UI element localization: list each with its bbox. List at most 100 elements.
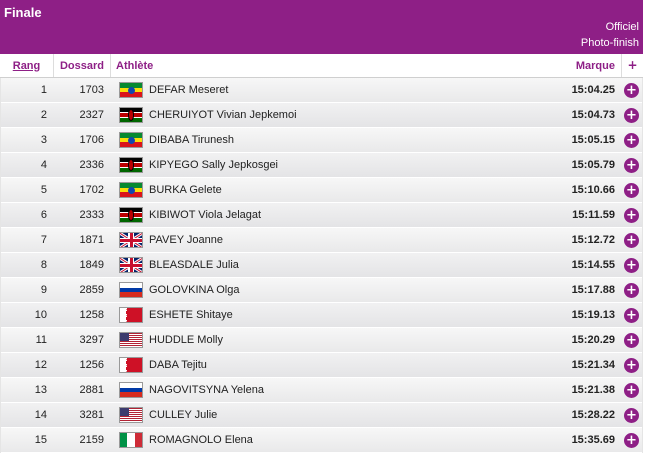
column-header-plus[interactable]: + xyxy=(622,54,643,77)
athlete-cell: CULLEY Julie xyxy=(112,403,531,427)
athlete-cell: DABA Tejitu xyxy=(112,353,531,377)
rank-cell: 8 xyxy=(40,259,47,271)
athlete-name[interactable]: ROMAGNOLO Elena xyxy=(149,434,253,446)
details-cell: + xyxy=(621,378,642,402)
table-row: 1 1703 DEFAR Meseret 15:04.25 + xyxy=(1,78,642,103)
expand-details-button[interactable]: + xyxy=(624,182,639,198)
table-row: 8 1849 BLEASDALE Julia 15:14.55 + xyxy=(1,253,642,278)
flag-icon xyxy=(119,282,143,298)
details-cell: + xyxy=(621,328,642,352)
athlete-name[interactable]: DEFAR Meseret xyxy=(149,84,229,96)
table-row: 2 2327 CHERUIYOT Vivian Jepkemoi 15:04.73 + xyxy=(1,103,642,128)
flag-icon xyxy=(119,82,143,98)
bib-cell: 2336 xyxy=(79,159,104,171)
details-cell: + xyxy=(621,178,642,202)
result-mark-cell: 15:04.73 xyxy=(571,109,615,121)
athlete-name[interactable]: HUDDLE Molly xyxy=(149,334,223,346)
expand-all-icon[interactable]: + xyxy=(627,58,638,72)
athlete-name[interactable]: BLEASDALE Julia xyxy=(149,259,239,271)
athlete-name[interactable]: KIPYEGO Sally Jepkosgei xyxy=(149,159,279,171)
result-mark-cell: 15:05.79 xyxy=(571,159,615,171)
result-mark-cell: 15:28.22 xyxy=(571,409,615,421)
details-cell: + xyxy=(621,203,642,227)
table-row: 7 1871 PAVEY Joanne 15:12.72 + xyxy=(1,228,642,253)
expand-details-button[interactable]: + xyxy=(624,432,639,448)
athlete-name[interactable]: KIBIWOT Viola Jelagat xyxy=(149,209,262,221)
expand-details-button[interactable]: + xyxy=(624,382,639,398)
expand-details-button[interactable]: + xyxy=(624,282,639,298)
athlete-cell: BLEASDALE Julia xyxy=(112,253,531,277)
athlete-name[interactable]: CHERUIYOT Vivian Jepkemoi xyxy=(149,109,297,121)
expand-details-button[interactable]: + xyxy=(624,157,639,173)
flag-icon xyxy=(119,357,143,373)
athlete-cell: KIPYEGO Sally Jepkosgei xyxy=(112,153,531,177)
flag-icon xyxy=(119,157,143,173)
bib-cell: 1849 xyxy=(79,259,104,271)
flag-icon xyxy=(119,407,143,423)
expand-details-button[interactable]: + xyxy=(624,307,639,323)
table-row: 15 2159 ROMAGNOLO Elena 15:35.69 + xyxy=(1,428,642,453)
result-mark-cell: 15:19.13 xyxy=(571,309,615,321)
expand-details-button[interactable]: + xyxy=(624,332,639,348)
athlete-name[interactable]: DABA Tejitu xyxy=(149,359,207,371)
result-mark-cell: 15:35.69 xyxy=(571,434,615,446)
result-mark-cell: 15:04.25 xyxy=(571,84,615,96)
bib-cell: 1258 xyxy=(79,309,104,321)
column-header-rang[interactable]: Rang xyxy=(0,54,54,77)
bib-cell: 2159 xyxy=(79,434,104,446)
details-cell: + xyxy=(621,153,642,177)
athlete-name[interactable]: GOLOVKINA Olga xyxy=(149,284,240,296)
expand-details-button[interactable]: + xyxy=(624,357,639,373)
result-status: Officiel Photo-finish xyxy=(581,19,639,51)
result-mark-cell: 15:14.55 xyxy=(571,259,615,271)
details-cell: + xyxy=(621,428,642,452)
expand-details-button[interactable]: + xyxy=(624,232,639,248)
details-cell: + xyxy=(621,78,642,102)
athlete-name[interactable]: NAGOVITSYNA Yelena xyxy=(149,384,264,396)
rank-cell: 3 xyxy=(40,134,47,146)
flag-icon xyxy=(119,257,143,273)
details-cell: + xyxy=(621,228,642,252)
bib-cell: 2327 xyxy=(79,109,104,121)
athlete-name[interactable]: BURKA Gelete xyxy=(149,184,222,196)
rank-cell: 11 xyxy=(35,334,47,346)
result-mark-cell: 15:21.38 xyxy=(571,384,615,396)
expand-details-button[interactable]: + xyxy=(624,132,639,148)
athlete-name[interactable]: PAVEY Joanne xyxy=(149,234,223,246)
athlete-cell: BURKA Gelete xyxy=(112,178,531,202)
details-cell: + xyxy=(621,278,642,302)
result-mark-cell: 15:21.34 xyxy=(571,359,615,371)
result-mark-cell: 15:11.59 xyxy=(572,209,615,221)
details-cell: + xyxy=(621,128,642,152)
table-row: 3 1706 DIBABA Tirunesh 15:05.15 + xyxy=(1,128,642,153)
details-cell: + xyxy=(621,403,642,427)
athlete-cell: PAVEY Joanne xyxy=(112,228,531,252)
athlete-cell: CHERUIYOT Vivian Jepkemoi xyxy=(112,103,531,127)
athlete-name[interactable]: CULLEY Julie xyxy=(149,409,218,421)
expand-details-button[interactable]: + xyxy=(624,107,639,123)
athlete-name[interactable]: DIBABA Tirunesh xyxy=(149,134,234,146)
flag-icon xyxy=(119,432,143,448)
details-cell: + xyxy=(621,253,642,277)
result-mark-cell: 15:17.88 xyxy=(571,284,615,296)
rank-cell: 1 xyxy=(40,84,47,96)
table-row: 14 3281 CULLEY Julie 15:28.22 + xyxy=(1,403,642,428)
rank-cell: 2 xyxy=(40,109,47,121)
athlete-cell: ROMAGNOLO Elena xyxy=(112,428,531,452)
expand-details-button[interactable]: + xyxy=(624,407,639,423)
expand-details-button[interactable]: + xyxy=(624,257,639,273)
flag-icon xyxy=(119,132,143,148)
expand-details-button[interactable]: + xyxy=(624,207,639,223)
table-row: 12 1256 DABA Tejitu 15:21.34 + xyxy=(1,353,642,378)
results-header: Finale Officiel Photo-finish xyxy=(0,0,643,54)
rank-cell: 5 xyxy=(40,184,47,196)
flag-icon xyxy=(119,232,143,248)
bib-cell: 1702 xyxy=(79,184,104,196)
results-table-body: 1 1703 DEFAR Meseret 15:04.25 +2 2327 CHERUIYO… xyxy=(0,78,643,453)
table-row: 9 2859 GOLOVKINA Olga 15:17.88 + xyxy=(1,278,642,303)
details-cell: + xyxy=(621,103,642,127)
expand-details-button[interactable]: + xyxy=(624,82,639,98)
athlete-name[interactable]: ESHETE Shitaye xyxy=(149,309,233,321)
rank-cell: 9 xyxy=(40,284,47,296)
